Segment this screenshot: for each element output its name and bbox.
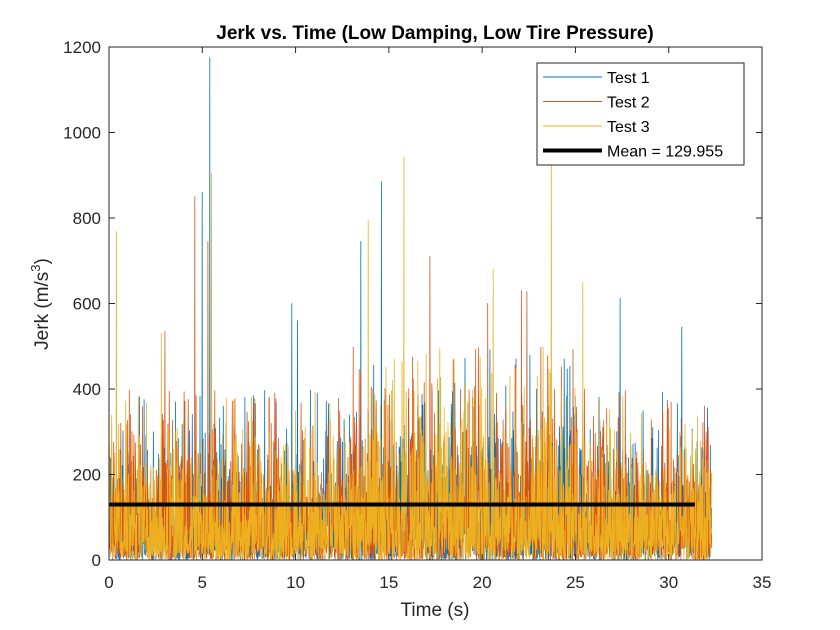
legend-label: Test 3 <box>607 119 650 136</box>
x-tick-label: 0 <box>104 573 113 592</box>
x-tick-label: 5 <box>198 573 207 592</box>
x-tick-label: 25 <box>566 573 585 592</box>
x-tick-label: 10 <box>286 573 305 592</box>
x-axis-label: Time (s) <box>401 600 470 621</box>
y-tick-label: 1200 <box>63 38 101 57</box>
y-tick-label: 400 <box>73 380 101 399</box>
x-tick-label: 30 <box>659 573 678 592</box>
legend: Test 1 Test 2 Test 3 Mean = 129.955 <box>536 62 745 166</box>
series-layer <box>108 57 712 561</box>
y-tick-label: 1000 <box>63 124 101 143</box>
legend-label: Test 1 <box>607 70 650 87</box>
y-tick-label: 600 <box>73 295 101 314</box>
y-tick-label: 0 <box>92 551 101 570</box>
y-tick-label: 800 <box>73 209 101 228</box>
legend-label: Mean = 129.955 <box>607 144 723 161</box>
x-tick-label: 15 <box>379 573 398 592</box>
y-tick-label: 200 <box>73 466 101 485</box>
chart-title: Jerk vs. Time (Low Damping, Low Tire Pre… <box>216 23 654 44</box>
x-tick-label: 35 <box>753 573 772 592</box>
y-axis-label: Jerk (m/s3) <box>28 258 53 350</box>
x-tick-label: 20 <box>473 573 492 592</box>
y-axis: 0 200 400 600 800 1000 1200 <box>63 38 762 570</box>
x-axis: 0 5 10 15 20 25 30 35 <box>104 47 771 592</box>
legend-box <box>536 62 745 166</box>
legend-label: Test 2 <box>607 95 650 112</box>
series-line-test-3 <box>108 149 712 561</box>
